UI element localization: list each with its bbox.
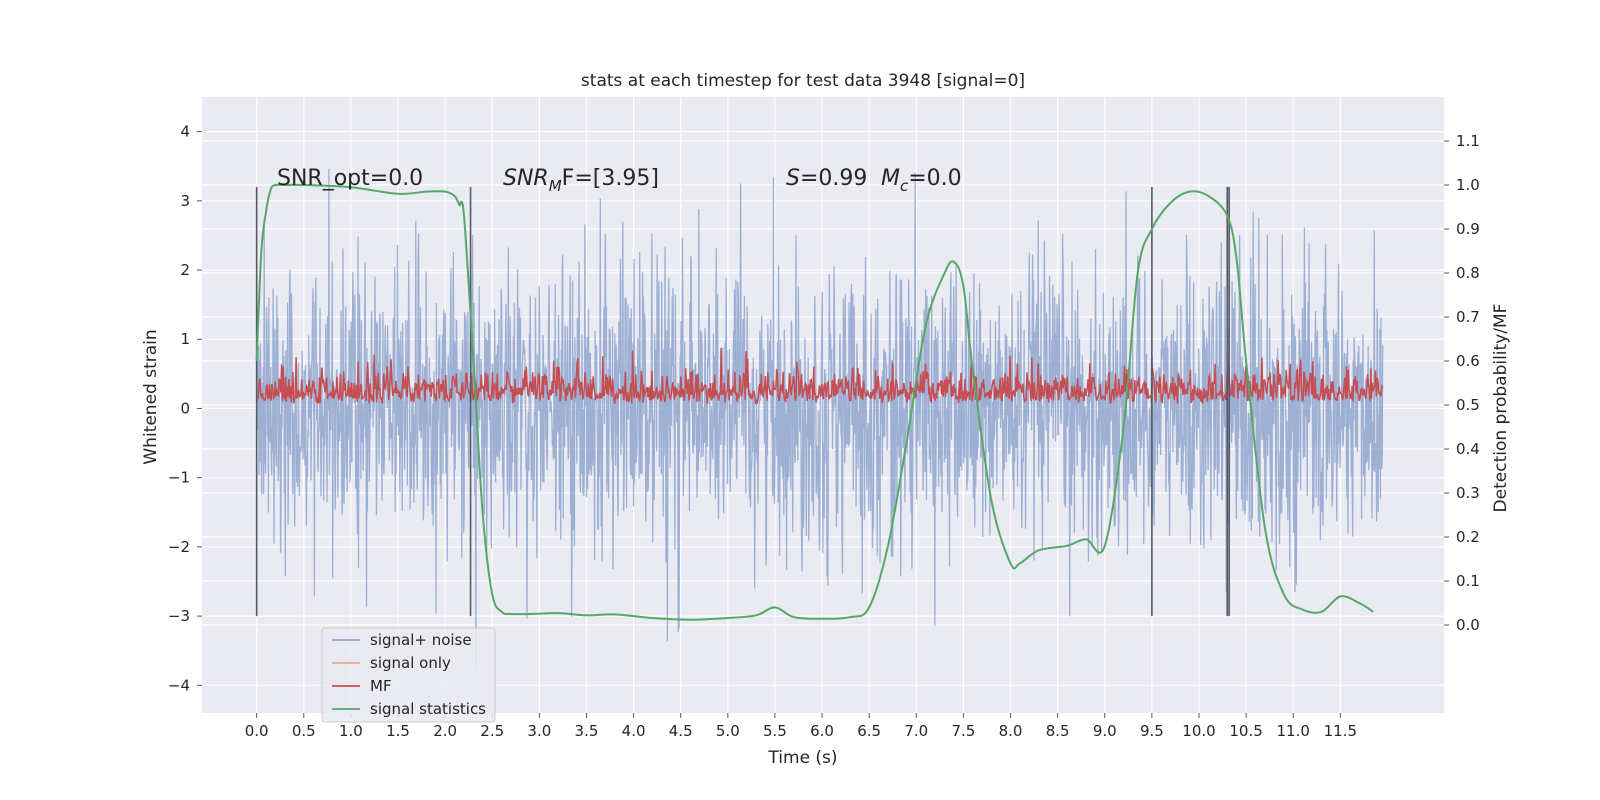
y-tick-label: 3 (180, 192, 190, 210)
x-axis-ticks: 0.0 0.5 1.0 1.5 2.0 2.5 3.0 3.5 4.0 4.5 5.0 5.5 6.0 6… (245, 713, 1357, 740)
x-tick-label: 2.0 (433, 722, 457, 740)
x-tick-label: 4.5 (669, 722, 693, 740)
x-tick-label: 9.5 (1140, 722, 1164, 740)
y2-tick-label: 0.1 (1456, 572, 1480, 590)
legend-label-mf: MF (370, 677, 392, 695)
y2-axis-ticks: 1.1 1.0 0.9 0.8 0.7 0.6 0.5 0.4 0.3 0.2 0.1 0.0 (1444, 132, 1480, 634)
snr-mf-sub: M (549, 177, 562, 195)
chart-title: stats at each timestep for test data 394… (581, 71, 1025, 91)
y2-tick-label: 0.4 (1456, 440, 1480, 458)
x-tick-label: 3.5 (575, 722, 599, 740)
annotation-snr-mf: SNRMF=[3.95] (503, 166, 659, 195)
x-tick-label: 1.0 (339, 722, 363, 740)
legend: signal+ noise signal only MF signal stat… (321, 627, 496, 723)
y2-tick-label: 0.3 (1456, 484, 1480, 502)
legend-label-signal-statistics: signal statistics (370, 700, 486, 718)
legend-label-signal-noise: signal+ noise (370, 631, 472, 649)
x-tick-label: 10.5 (1229, 722, 1262, 740)
x-tick-label: 2.5 (480, 722, 504, 740)
x-tick-label: 5.5 (763, 722, 787, 740)
y-tick-label: 2 (180, 261, 190, 279)
y2-tick-label: 0.2 (1456, 528, 1480, 546)
x-axis-label: Time (s) (767, 748, 837, 768)
y-tick-label: 1 (180, 330, 190, 348)
y2-tick-label: 0.8 (1456, 264, 1480, 282)
x-tick-label: 6.5 (857, 722, 881, 740)
legend-box (321, 627, 496, 723)
mc-val: =0.0 (908, 166, 961, 191)
vertical-lines (255, 186, 1230, 617)
y2-tick-label: 0.5 (1456, 396, 1480, 414)
snr-mf-rest: F=[3.95] (562, 166, 659, 191)
y-tick-label: −3 (168, 607, 190, 625)
mf-line (255, 347, 1384, 405)
annotation-mc: Mc=0.0 (881, 166, 962, 195)
y-tick-label: −4 (168, 676, 190, 694)
mc-sub: c (900, 177, 909, 195)
signal-noise-series (256, 168, 1384, 670)
x-tick-label: 0.0 (245, 722, 269, 740)
y-tick-label: −1 (168, 469, 190, 487)
y2-tick-label: 0.0 (1456, 616, 1480, 634)
x-tick-label: 10.0 (1182, 722, 1215, 740)
mc-var: M (881, 166, 900, 191)
y2-tick-label: 1.0 (1456, 176, 1480, 194)
x-tick-label: 0.5 (292, 722, 316, 740)
y2-tick-label: 0.9 (1456, 220, 1480, 238)
legend-label-signal-only: signal only (370, 654, 451, 672)
x-tick-label: 3.0 (527, 722, 551, 740)
x-tick-label: 7.5 (951, 722, 975, 740)
snr-mf-base: SNR (503, 166, 549, 191)
x-tick-label: 1.5 (386, 722, 410, 740)
y-axis-label: Whitened strain (141, 329, 161, 464)
y2-tick-label: 0.6 (1456, 352, 1480, 370)
annotation-snr-opt: SNR_opt=0.0 (277, 166, 423, 191)
mf-series (255, 347, 1384, 405)
y2-axis-label: Detection probability/MF (1491, 304, 1511, 513)
y-axis-ticks: 4 3 2 1 0 −1 −2 −3 −4 (168, 123, 202, 694)
x-tick-label: 4.0 (622, 722, 646, 740)
s-var: S (786, 166, 800, 191)
x-tick-label: 6.0 (810, 722, 834, 740)
x-tick-label: 11.5 (1324, 722, 1357, 740)
x-tick-label: 8.5 (1046, 722, 1070, 740)
y2-tick-label: 1.1 (1456, 132, 1480, 150)
y-tick-label: 0 (180, 399, 190, 417)
x-tick-label: 5.0 (716, 722, 740, 740)
annotation-s: S=0.99 (786, 166, 867, 191)
x-tick-label: 11.0 (1277, 722, 1310, 740)
y2-tick-label: 0.7 (1456, 308, 1480, 326)
s-val: =0.99 (800, 166, 867, 191)
y-tick-label: −2 (168, 538, 190, 556)
x-tick-label: 8.0 (999, 722, 1023, 740)
signal-noise-line (256, 168, 1384, 670)
signal-statistics-line (255, 183, 1374, 621)
x-tick-label: 9.0 (1093, 722, 1117, 740)
y-tick-label: 4 (180, 123, 190, 141)
x-tick-label: 7.0 (904, 722, 928, 740)
signal-statistics-series (255, 183, 1374, 621)
